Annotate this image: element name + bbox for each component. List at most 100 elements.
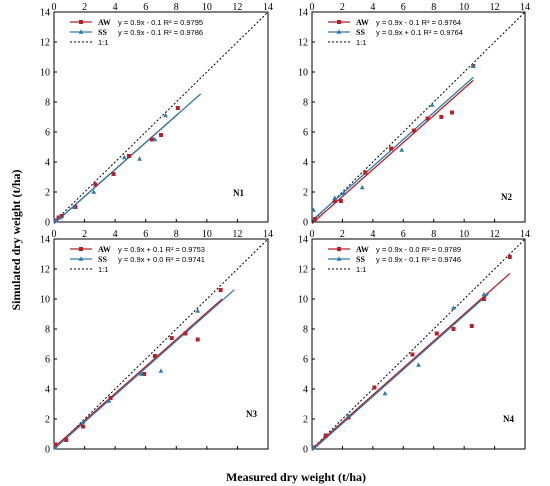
- x-tick-label: 10: [459, 229, 469, 240]
- point-ss: [470, 63, 476, 68]
- y-tick-label: 10: [298, 295, 308, 306]
- point-aw: [108, 396, 113, 400]
- point-aw: [481, 297, 486, 301]
- panel-label: N2: [501, 192, 512, 202]
- x-tick-label: 0: [310, 229, 315, 240]
- x-tick-label: 6: [401, 2, 406, 13]
- x-tick-label: 0: [52, 229, 57, 240]
- legend-equation-aw: y = 0.9x + 0.1 R² = 0.9753: [118, 245, 205, 254]
- panel-label: N3: [246, 409, 257, 419]
- point-aw: [93, 182, 98, 187]
- legend-label-aw: AW: [98, 18, 111, 27]
- point-ss: [91, 189, 97, 194]
- legend-equation-ss: y = 0.9x - 0.1 R² = 0.9786: [118, 28, 203, 37]
- x-tick-label: 14: [263, 2, 273, 13]
- x-tick-label: 10: [202, 229, 212, 240]
- point-aw: [332, 199, 337, 203]
- y-tick-label: 14: [40, 235, 50, 246]
- y-tick-label: 4: [303, 385, 308, 396]
- point-ss: [346, 413, 351, 418]
- y-tick-label: 14: [298, 235, 308, 246]
- x-tick-label: 4: [370, 229, 375, 240]
- point-ss: [399, 147, 405, 152]
- legend-label-ss: SS: [98, 28, 107, 37]
- point-aw: [469, 324, 474, 328]
- x-tick-label: 0: [52, 2, 57, 13]
- point-ss: [71, 204, 77, 209]
- point-aw: [389, 146, 394, 151]
- x-tick-label: 10: [459, 2, 469, 13]
- point-ss: [163, 112, 168, 118]
- plot-frame: [311, 11, 526, 223]
- point-aw: [149, 137, 154, 142]
- point-aw: [323, 433, 328, 438]
- x-tick-label: 6: [143, 2, 148, 13]
- point-ss: [311, 444, 316, 450]
- point-aw: [425, 116, 430, 121]
- legend-marker-ss: [78, 256, 84, 261]
- y-tick-label: 10: [40, 295, 50, 306]
- point-aw: [507, 255, 512, 259]
- x-tick-label: 8: [174, 2, 179, 13]
- y-tick-label: 8: [303, 98, 308, 109]
- point-ss: [80, 419, 86, 424]
- y-tick-label: 4: [45, 158, 50, 169]
- y-tick-label: 0: [45, 445, 50, 456]
- legend-label-aw: AW: [356, 245, 369, 254]
- point-aw: [363, 170, 368, 175]
- y-tick-label: 8: [45, 325, 50, 336]
- y-tick-label: 0: [303, 445, 308, 456]
- x-tick-label: 14: [520, 2, 530, 13]
- y-tick-label: 10: [298, 68, 308, 79]
- plot-frame: [53, 238, 269, 450]
- legend-label-aw: AW: [356, 18, 369, 27]
- legend-equation-ss: y = 0.9x + 0.1 R² = 0.9764: [376, 28, 463, 37]
- point-ss: [138, 371, 144, 376]
- legend-label-ss: SS: [356, 28, 365, 37]
- legend-label-one-to-one: 1:1: [356, 265, 366, 274]
- x-tick-label: 4: [113, 229, 118, 240]
- point-aw: [56, 215, 61, 220]
- point-ss: [332, 195, 338, 200]
- legend-marker-aw: [337, 20, 341, 24]
- x-tick-label: 12: [232, 229, 242, 240]
- y-tick-label: 14: [40, 8, 50, 19]
- point-ss: [53, 444, 58, 450]
- legend-equation-aw: y = 0.9x - 0.1 R² = 0.9764: [376, 18, 461, 27]
- x-tick-label: 2: [340, 229, 345, 240]
- point-ss: [416, 362, 421, 367]
- y-tick-label: 0: [303, 218, 308, 229]
- point-aw: [126, 154, 131, 158]
- point-aw: [159, 133, 163, 137]
- x-tick-label: 8: [431, 229, 436, 240]
- point-ss: [451, 305, 456, 310]
- point-aw: [64, 438, 69, 442]
- legend-equation-ss: y = 0.9x + 0.0 R² = 0.9741: [118, 255, 205, 264]
- x-tick-label: 2: [82, 229, 87, 240]
- point-aw: [451, 327, 456, 331]
- point-aw: [169, 336, 174, 340]
- point-ss: [195, 308, 201, 313]
- point-ss: [359, 184, 365, 190]
- y-tick-label: 6: [303, 128, 308, 139]
- plot-frame: [311, 238, 526, 450]
- y-tick-label: 10: [40, 68, 50, 79]
- x-axis-title: Measured dry weight (t/ha): [226, 470, 366, 484]
- legend-label-aw: AW: [98, 245, 111, 254]
- legend-label-one-to-one: 1:1: [98, 38, 108, 47]
- one-to-one-line: [53, 11, 269, 223]
- fit-line-ss: [53, 93, 202, 224]
- point-aw: [218, 288, 223, 292]
- y-tick-label: 6: [45, 128, 50, 139]
- point-ss: [121, 154, 127, 160]
- x-tick-label: 14: [263, 229, 273, 240]
- y-tick-label: 2: [45, 415, 50, 426]
- legend-marker-aw: [79, 20, 83, 24]
- x-tick-label: 10: [202, 2, 212, 13]
- y-tick-label: 2: [303, 415, 308, 426]
- panel-label: N1: [233, 188, 244, 198]
